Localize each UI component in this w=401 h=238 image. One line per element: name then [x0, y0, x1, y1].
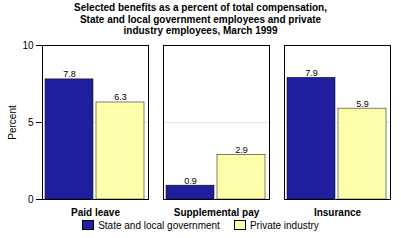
svg-text:0.9: 0.9 — [184, 175, 197, 185]
svg-text:5.9: 5.9 — [356, 98, 369, 108]
svg-text:0: 0 — [28, 193, 34, 204]
html-text:State and local government: State and local government — [98, 219, 220, 231]
svg-text:2.9: 2.9 — [235, 144, 248, 154]
svg-text:Supplemental pay: Supplemental pay — [174, 206, 260, 217]
svg-text:Percent: Percent — [7, 105, 18, 140]
svg-text:5: 5 — [28, 116, 34, 127]
html-text:Private industry: Private industry — [249, 219, 319, 231]
html-text:Selected benefits as a percent: Selected benefits as a percent of total … — [74, 2, 327, 36]
svg-text:Paid leave: Paid leave — [71, 206, 120, 217]
svg-text:6.3: 6.3 — [114, 92, 127, 102]
svg-text:Insurance: Insurance — [314, 206, 362, 217]
svg-text:7.9: 7.9 — [305, 67, 318, 77]
svg-text:7.8: 7.8 — [63, 69, 76, 79]
svg-text:10: 10 — [22, 39, 34, 50]
